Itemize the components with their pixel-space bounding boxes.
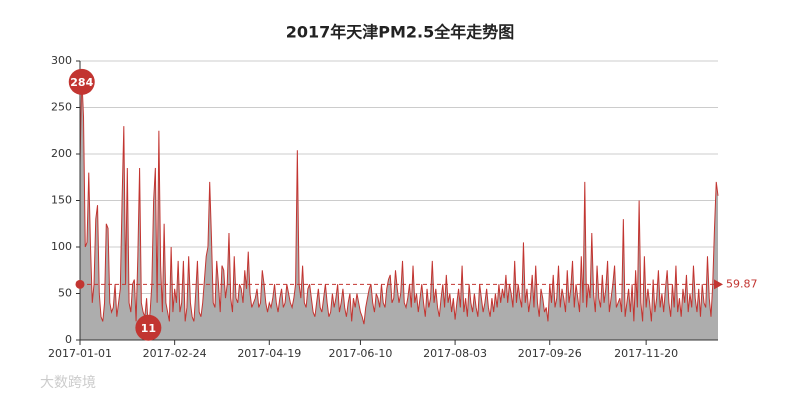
mean-start	[75, 279, 85, 289]
mean-arrow	[714, 279, 723, 290]
max-pin	[68, 68, 95, 95]
y-tick-label: 300	[51, 54, 72, 67]
x-tick-label: 2017-09-26	[518, 347, 582, 360]
x-tick-label: 2017-11-20	[614, 347, 678, 360]
y-tick-label: 150	[51, 194, 72, 207]
x-tick-label: 2017-02-24	[143, 347, 207, 360]
watermark: 大数跨境	[40, 375, 96, 391]
x-tick-label: 2017-06-10	[328, 347, 392, 360]
y-tick-label: 50	[58, 287, 72, 300]
y-tick-label: 250	[51, 101, 72, 114]
min-pin-label: 11	[141, 322, 156, 335]
y-tick-label: 200	[51, 147, 72, 160]
x-tick-label: 2017-01-01	[48, 347, 112, 360]
chart-title: 2017年天津PM2.5全年走势图	[286, 23, 515, 42]
x-tick-label: 2017-04-19	[237, 347, 301, 360]
mean-label: 59.87	[726, 277, 758, 290]
line	[79, 75, 719, 330]
max-pin-label: 284	[70, 76, 93, 89]
min-pin	[135, 314, 162, 341]
y-tick-label: 100	[51, 240, 72, 253]
x-tick-label: 2017-08-03	[423, 347, 487, 360]
y-tick-label: 0	[65, 333, 72, 346]
